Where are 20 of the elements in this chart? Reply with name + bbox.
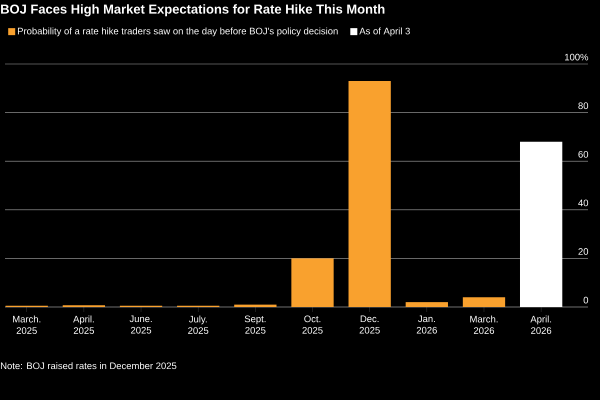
x-tick-label: July. 2025: [188, 316, 208, 334]
y-tick-label: 20: [578, 248, 588, 255]
y-tick-label: 40: [578, 200, 588, 206]
x-tick-label: Sept. 2025: [244, 316, 266, 334]
y-tick-label: 60: [578, 150, 588, 158]
chart-title: BOJ Faces High Market Expectations for Rate Hike This Month: [1, 4, 384, 16]
y-tick-label: 0: [584, 296, 588, 304]
x-tick-label: Jan. 2026: [416, 316, 437, 334]
x-tick-label: April. 2025: [73, 316, 94, 334]
x-tick-label: April. 2026: [530, 316, 552, 334]
x-tick-label: Dec. 2025: [360, 316, 380, 334]
y-tick-label: 100%: [565, 54, 588, 60]
y-tick-label: 80: [578, 102, 588, 110]
legend-label: As of April 3: [359, 27, 410, 36]
x-tick-label: March. 2025: [13, 316, 40, 334]
x-tick-label: March. 2026: [470, 316, 498, 334]
text: Note: BOJ raised rates in December 2025: [0, 362, 176, 370]
legend-label: Probability of a rate hike traders saw on the day before BOJ's policy decision: [18, 27, 338, 36]
x-tick-label: June. 2025: [130, 316, 152, 334]
x-tick-label: Oct. 2025: [302, 316, 323, 334]
